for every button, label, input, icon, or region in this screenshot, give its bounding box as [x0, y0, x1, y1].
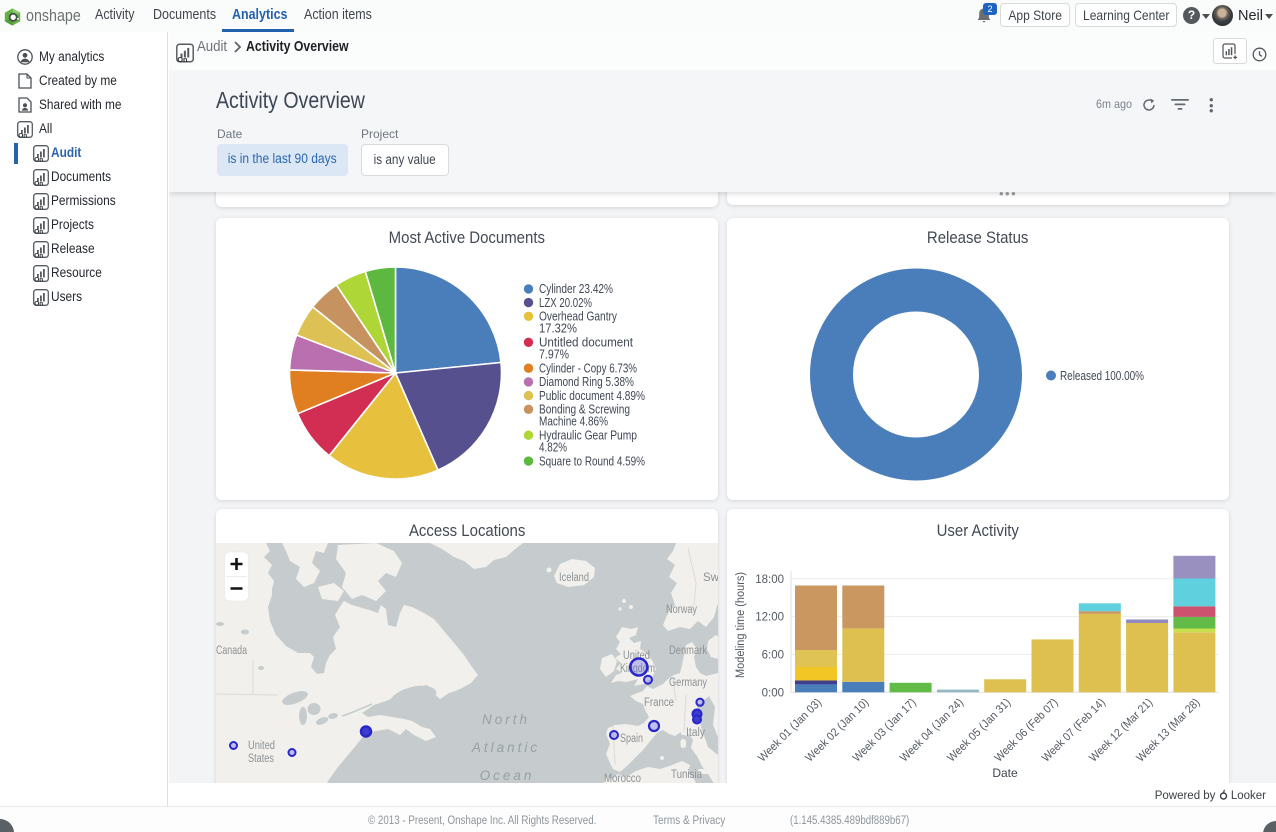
svg-text:Machine 4.86%: Machine 4.86% — [539, 415, 608, 429]
svg-text:Atlantic: Atlantic — [471, 740, 540, 755]
svg-text:On: On — [34, 252, 43, 258]
svg-text:4.82%: 4.82% — [539, 441, 567, 455]
svg-text:Public document 4.89%: Public document 4.89% — [539, 389, 645, 403]
svg-text:Untitled document: Untitled document — [539, 336, 633, 350]
svg-text:Norway: Norway — [666, 604, 697, 616]
svg-text:On: On — [34, 228, 43, 234]
svg-text:18:00: 18:00 — [755, 574, 784, 586]
svg-text:On: On — [34, 300, 43, 306]
svg-text:On: On — [34, 276, 43, 282]
svg-text:Germany: Germany — [669, 677, 707, 689]
svg-text:Diamond Ring 5.38%: Diamond Ring 5.38% — [539, 375, 634, 389]
svg-text:On: On — [34, 156, 43, 162]
svg-text:7.97%: 7.97% — [539, 348, 569, 362]
svg-text:Bonding & Screwing: Bonding & Screwing — [539, 403, 630, 417]
svg-text:Cylinder - Copy 6.73%: Cylinder - Copy 6.73% — [539, 362, 637, 376]
svg-text:Spain: Spain — [620, 733, 643, 745]
svg-text:Iceland: Iceland — [559, 572, 589, 584]
svg-text:12:00: 12:00 — [755, 612, 784, 624]
svg-text:Swe: Swe — [703, 572, 718, 584]
svg-text:LZX 20.02%: LZX 20.02% — [539, 296, 592, 310]
svg-text:Date: Date — [992, 766, 1018, 780]
svg-text:On: On — [34, 180, 43, 186]
svg-text:On: On — [18, 132, 27, 138]
svg-text:Released 100.00%: Released 100.00% — [1060, 369, 1144, 383]
svg-text:6:00: 6:00 — [762, 649, 784, 661]
svg-text:Modeling time (hours): Modeling time (hours) — [735, 572, 747, 678]
svg-text:Denmark: Denmark — [669, 645, 707, 657]
svg-text:North: North — [482, 712, 530, 727]
svg-text:Hydraulic Gear Pump: Hydraulic Gear Pump — [539, 429, 637, 443]
svg-text:On: On — [34, 204, 43, 210]
svg-text:United: United — [248, 740, 275, 752]
svg-text:0:00: 0:00 — [762, 687, 784, 699]
svg-text:Cylinder 23.42%: Cylinder 23.42% — [539, 282, 613, 296]
svg-text:Italy: Italy — [686, 727, 705, 739]
svg-text:Square to Round 4.59%: Square to Round 4.59% — [539, 454, 645, 468]
svg-text:States: States — [248, 753, 274, 765]
svg-text:France: France — [644, 697, 674, 709]
svg-text:Overhead Gantry: Overhead Gantry — [539, 310, 618, 324]
svg-text:Morocco: Morocco — [604, 773, 641, 783]
svg-text:Canada: Canada — [216, 645, 247, 657]
svg-text:17.32%: 17.32% — [539, 322, 577, 336]
svg-text:Ocean: Ocean — [480, 768, 535, 783]
svg-text:On: On — [177, 55, 187, 63]
svg-text:Tunisia: Tunisia — [671, 769, 703, 781]
